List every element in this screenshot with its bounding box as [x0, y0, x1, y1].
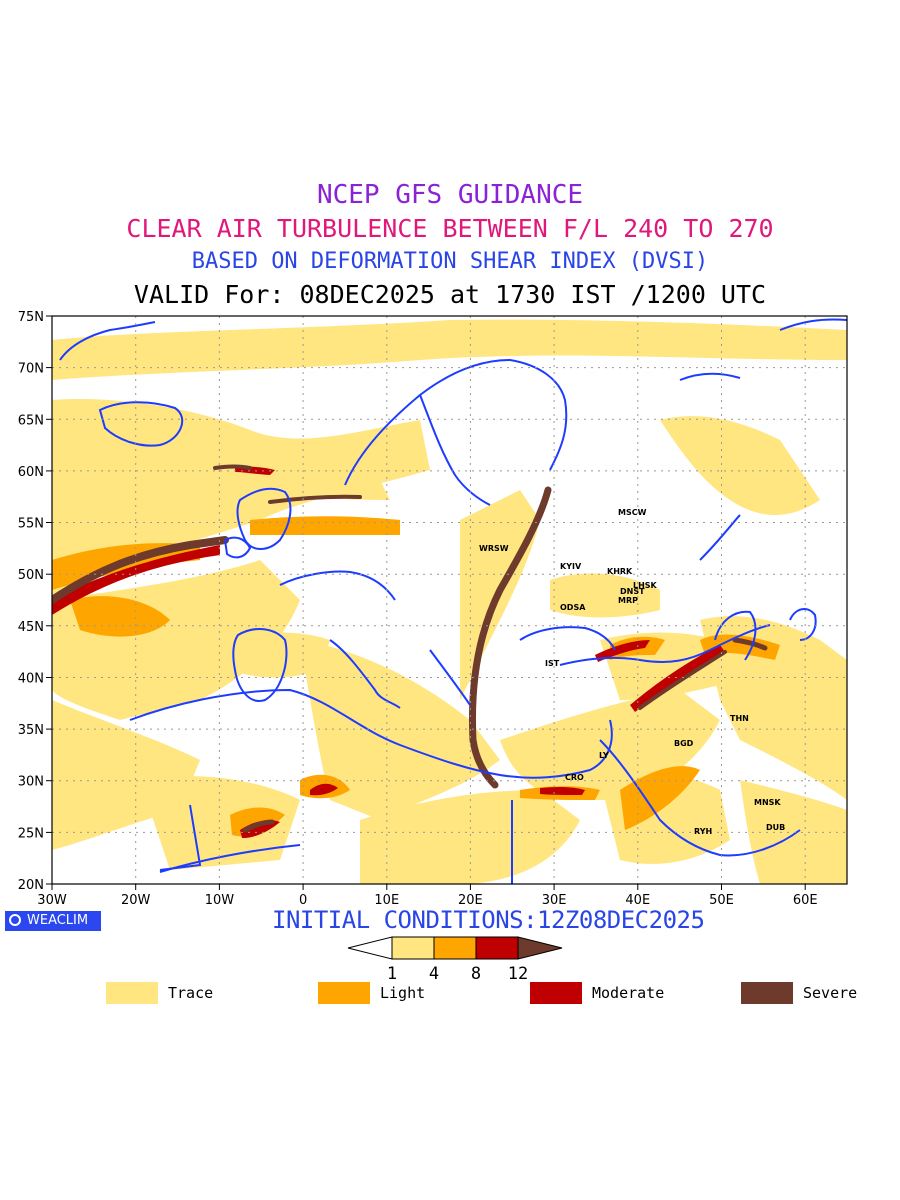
colorbar-tick-8: 8 [471, 964, 481, 983]
city-label-wrsw: WRSW [479, 544, 509, 553]
city-label-khrk: KHRK [607, 567, 633, 576]
lat-label-65n: 65N [18, 413, 44, 428]
map-frame [51, 315, 848, 885]
legend-swatch-severe [741, 982, 793, 1004]
lat-label-75n: 75N [18, 310, 44, 325]
lon-label-40e: 40E [625, 893, 650, 908]
city-label-mscw: MSCW [618, 508, 647, 517]
turbulence-field [52, 319, 847, 884]
lat-label-20n: 20N [18, 878, 44, 893]
city-label-kyiv: KYIV [560, 562, 582, 571]
city-label-mnsk: MNSK [754, 798, 781, 807]
weaclim-badge: WEACLIM [5, 911, 101, 931]
lon-label-60e: 60E [793, 893, 818, 908]
title-turbulence: CLEAR AIR TURBULENCE BETWEEN F/L 240 TO … [126, 214, 774, 243]
colorbar-low-arrow [347, 936, 393, 960]
city-label-cro: CRO [565, 773, 584, 782]
lon-label-30w: 30W [37, 893, 67, 908]
legend-label-moderate: Moderate [592, 984, 665, 1002]
lon-label-20e: 20E [458, 893, 483, 908]
legend-swatch-moderate [530, 982, 582, 1004]
city-label-ryh: RYH [694, 827, 712, 836]
title-guidance: NCEP GFS GUIDANCE [316, 180, 584, 210]
legend-swatch-light [318, 982, 370, 1004]
weaclim-logo-icon [9, 914, 21, 926]
lon-label-0: 0 [299, 893, 307, 908]
city-label-dnst: DNST [620, 587, 645, 596]
lon-label-10w: 10W [205, 893, 235, 908]
initial-conditions: INITIAL CONDITIONS:12Z08DEC2025 [272, 906, 705, 934]
colorbar-light [433, 936, 477, 960]
city-label-dub: DUB [766, 823, 785, 832]
city-label-mrp: MRP [618, 596, 638, 605]
lon-label-30e: 30E [542, 893, 567, 908]
legend-swatch-trace [106, 982, 158, 1004]
title-valid-time: VALID For: 08DEC2025 at 1730 IST /1200 U… [133, 280, 767, 309]
city-label-ist: IST [545, 659, 560, 668]
coastlines [59, 318, 847, 884]
legend-label-severe: Severe [803, 984, 858, 1002]
lon-label-10e: 10E [374, 893, 399, 908]
lat-label-55n: 55N [18, 517, 44, 532]
lat-label-45n: 45N [18, 620, 44, 635]
lat-label-35n: 35N [18, 723, 44, 738]
lat-label-40n: 40N [18, 672, 44, 687]
colorbar-tick-4: 4 [429, 964, 439, 983]
turbulence-map: 75N 70N 65N 60N 55N 50N 45N 40N 35N 30N … [0, 300, 900, 920]
legend-label-trace: Trace [168, 984, 214, 1002]
city-label-bgd: BGD [674, 739, 694, 748]
axis-ticks [46, 315, 806, 890]
title-dvsi: BASED ON DEFORMATION SHEAR INDEX (DVSI) [191, 249, 709, 274]
lon-label-20w: 20W [121, 893, 151, 908]
city-label-ly: LY [599, 751, 609, 760]
city-label-thn: THN [730, 714, 749, 723]
city-label-odsa: ODSA [560, 603, 586, 612]
colorbar-moderate [475, 936, 519, 960]
lat-label-60n: 60N [18, 465, 44, 480]
colorbar-severe-arrow [517, 936, 563, 960]
colorbar: 1 4 8 12 [347, 936, 563, 983]
lat-label-50n: 50N [18, 568, 44, 583]
lat-label-25n: 25N [18, 826, 44, 841]
lat-label-30n: 30N [18, 775, 44, 790]
lon-label-50e: 50E [709, 893, 734, 908]
legend-label-light: Light [380, 984, 426, 1002]
weaclim-badge-text: WEACLIM [27, 913, 89, 928]
city-label-lhsk: LHSK [633, 581, 658, 590]
colorbar-tick-1: 1 [387, 964, 397, 983]
colorbar-tick-12: 12 [508, 964, 528, 983]
colorbar-trace [391, 936, 435, 960]
lat-label-70n: 70N [18, 362, 44, 377]
